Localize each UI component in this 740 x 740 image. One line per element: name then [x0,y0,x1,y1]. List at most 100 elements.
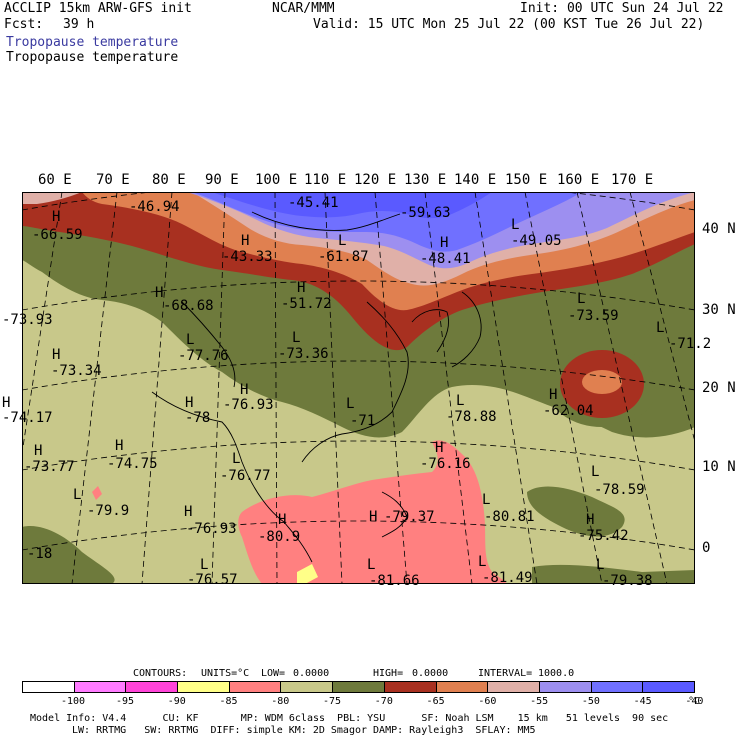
units-label: UNITS=°C [201,668,250,679]
field-value: -45.41 [288,195,339,211]
extremum-marker: H [549,387,558,403]
valid-time: Valid: 15 UTC Mon 25 Jul 22 (00 KST Tue … [313,17,705,32]
field-value: -73.77 [24,459,75,475]
lon-label: 120 E [354,172,397,188]
field-value: -74.17 [2,410,53,426]
field-value: -81.66 [369,573,420,589]
extremum-marker: H [278,512,287,528]
field-value: -81.49 [482,570,533,586]
extremum-marker: H [240,382,249,398]
extremum-marker: L [338,233,347,249]
field-title-2: Tropopause temperature [6,50,179,65]
lon-label: 90 E [205,172,239,188]
colorbar-segment [333,682,385,692]
low-value: 0.0000 [293,668,330,679]
lat-label: 10 N [702,459,736,475]
interval-label: INTERVAL= [478,668,533,679]
extremum-marker: H [586,512,595,528]
lon-label: 130 E [404,172,447,188]
field-value: -73.34 [51,363,102,379]
colorbar-segment [178,682,230,692]
band-minus-75-to-70 [527,486,625,537]
field-value: -74.75 [107,456,158,472]
extremum-marker: L [591,464,600,480]
field-value: -59.63 [400,205,451,221]
extremum-marker: L [478,554,487,570]
colorbar-segment [488,682,540,692]
typhoon-core [582,370,622,394]
band-minus-60-to-55 [22,192,82,204]
extremum-marker: L [73,487,82,503]
colorbar-segment [436,682,489,692]
extremum-marker: H [369,509,378,525]
extremum-marker: L [186,332,195,348]
fcst-label: Fcst: [4,17,44,32]
field-value: -49.05 [511,233,562,249]
colorbar-tick-label: -40 [685,696,704,707]
colorbar-segment [591,682,644,692]
field-value: -18 [27,546,53,562]
lat-label: 0 [702,540,711,556]
field-value: -80.81 [484,509,535,525]
colorbar-tick-label: -45 [633,696,652,707]
field-value: -78 [185,410,211,426]
lon-label: 140 E [454,172,497,188]
extremum-marker: L [577,291,586,307]
extremum-marker: L [346,396,355,412]
band-minus-75-to-70 [22,526,115,584]
extremum-marker: L [656,320,665,336]
field-title-1: Tropopause temperature [6,35,179,50]
field-value: -79.37 [384,509,435,525]
colorbar-tick-label: -50 [581,696,600,707]
extremum-marker: H [115,438,124,454]
interval-value: 1000.0 [538,668,575,679]
band-minus-45-to-40 [212,192,492,219]
colorbar-tick-label: -60 [478,696,497,707]
lon-label: 150 E [505,172,548,188]
extremum-marker: H [184,504,193,520]
tropopause-temperature-map [22,192,695,584]
low-label: LOW= [261,668,286,679]
field-value: -79.38 [602,573,653,589]
field-value: -76.93 [223,397,274,413]
extremum-marker: H [297,280,306,296]
field-value: -78.88 [446,409,497,425]
lon-label: 110 E [304,172,347,188]
contours-label: CONTOURS: [133,668,188,679]
colorbar-tick-label: -95 [115,696,134,707]
extremum-marker: H [52,347,61,363]
model-info-line2: LW: RRTMG SW: RRTMG DIFF: simple KM: 2D … [72,725,536,736]
colorbar-segment [539,682,592,692]
colorbar-tick-label: -70 [374,696,393,707]
lon-label: 160 E [557,172,600,188]
field-value: -66.59 [32,227,83,243]
colorbar-tick-label: -75 [323,696,342,707]
colorbar-tick-label: -80 [271,696,290,707]
field-value: -76.16 [420,456,471,472]
field-value: -71.2 [669,336,712,352]
colorbar-tick-label: -90 [167,696,186,707]
lat-label: 30 N [702,302,736,318]
org-label: NCAR/MMM [272,1,335,16]
field-value: -51.72 [281,296,332,312]
lon-label: 70 E [96,172,130,188]
extremum-marker: H [52,209,61,225]
colorbar-segment [229,682,282,692]
model-title: ACCLIP 15km ARW-GFS init [4,1,192,16]
colorbar-unit: °C [688,696,701,707]
extremum-marker: L [482,492,491,508]
colorbar-segment [23,682,75,692]
colorbar-tick-label: -65 [426,696,445,707]
band-minus-85-to-80 [92,486,102,500]
extremum-marker: L [292,330,301,346]
field-value: -79.9 [87,503,130,519]
field-value: -76.57 [187,572,238,588]
extremum-marker: H [440,235,449,251]
high-label: HIGH= [373,668,404,679]
extremum-marker: H [155,285,164,301]
lon-label: 170 E [611,172,654,188]
field-value: -68.68 [163,298,214,314]
colorbar-tick-label: -100 [60,696,86,707]
lon-label: 100 E [255,172,298,188]
band-minus-85-to-80 [238,440,507,584]
